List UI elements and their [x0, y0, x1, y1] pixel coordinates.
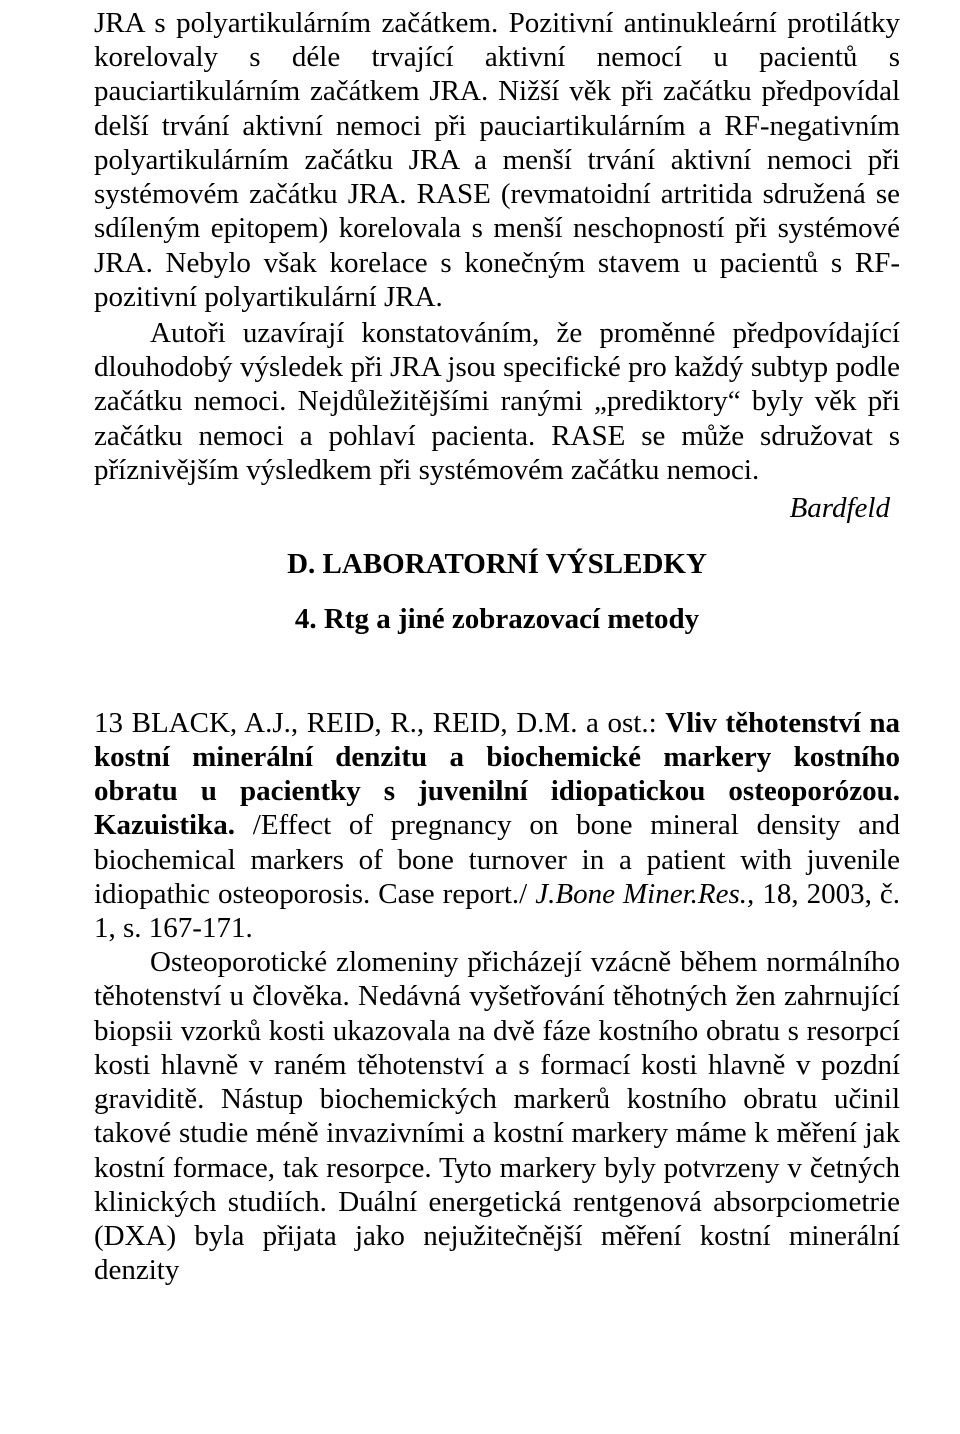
reference-authors: 13 BLACK, A.J., REID, R., REID, D.M. a o…	[94, 707, 665, 739]
reference-journal-name: J.Bone Miner.Res.,	[535, 878, 762, 910]
reference-block: 13 BLACK, A.J., REID, R., REID, D.M. a o…	[94, 706, 900, 946]
body-paragraph-2: Autoři uzavírají konstatováním, že promě…	[94, 316, 900, 487]
author-signature: Bardfeld	[94, 491, 900, 525]
section-heading: D. LABORATORNÍ VÝSLEDKY	[94, 547, 900, 581]
body-paragraph-3: Osteoporotické zlomeniny přicházejí vzác…	[94, 945, 900, 1287]
subsection-heading: 4. Rtg a jiné zobrazovací metody	[94, 602, 900, 636]
body-paragraph-1: JRA s polyartikulárním začátkem. Pozitiv…	[94, 6, 900, 314]
